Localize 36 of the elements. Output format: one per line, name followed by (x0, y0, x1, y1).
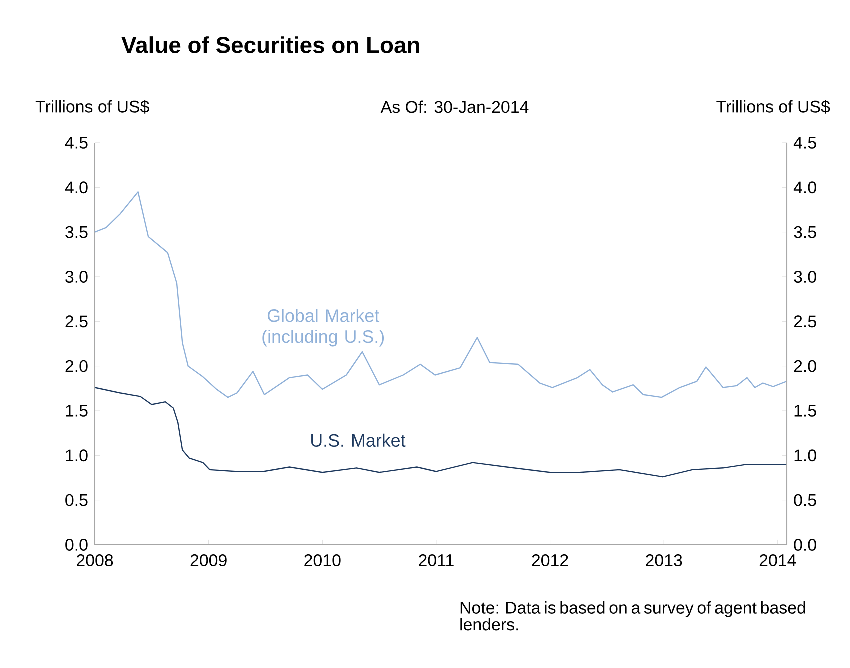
y2-tick-label: 2.0 (794, 360, 816, 372)
y-tick-label: 2.0 (66, 360, 88, 372)
y-tick-label: 4.5 (65, 137, 88, 149)
x-tick-label: 2008 (77, 554, 114, 566)
x-tick-label: 2013 (646, 554, 682, 566)
y2-tick-label: 2.5 (794, 316, 816, 328)
y-tick-label: 1.0 (66, 450, 88, 462)
series-label: U.S. Market (312, 434, 406, 448)
line-series (94, 192, 788, 398)
y2-tick-label: 4.0 (794, 182, 816, 194)
y-tick-label: 1.5 (66, 405, 88, 417)
y2-tick-label: 1.0 (794, 450, 816, 462)
y-axis-title: Trillions of US$ (36, 100, 150, 114)
y2-tick-label: 1.5 (794, 405, 816, 417)
y-tick-label: 2.5 (66, 316, 88, 328)
y2-tick-label: 4.5 (794, 137, 816, 149)
y2-axis-title: Trillions of US$ (716, 100, 830, 114)
y2-tick-label: 3.5 (794, 226, 816, 238)
chart-title: Value of Securities on Loan (122, 36, 420, 54)
text: Note: Data is based on a survey of agent based lenders. (460, 602, 806, 631)
y2-tick-label: 3.0 (794, 270, 816, 283)
y-tick-label: 3.5 (66, 226, 88, 238)
y-tick-label: 0.5 (66, 494, 88, 506)
x-tick-label: 2012 (532, 554, 568, 566)
series-label: Global Market (including U.S.) (262, 309, 384, 347)
chart-subtitle: As Of: 30-Jan-2014 (380, 100, 529, 114)
x-tick-label: 2009 (190, 554, 227, 566)
x-tick-label: 2014 (760, 554, 796, 566)
x-tick-label: 2011 (419, 554, 454, 566)
y-tick-label: 3.0 (66, 270, 88, 283)
y2-tick-label: 0.0 (794, 538, 816, 551)
y-tick-label: 4.0 (65, 182, 88, 194)
y-tick-label: 0.0 (66, 538, 88, 551)
x-tick-label: 2010 (304, 554, 341, 566)
line-series (94, 387, 788, 478)
y2-tick-label: 0.5 (794, 494, 816, 506)
